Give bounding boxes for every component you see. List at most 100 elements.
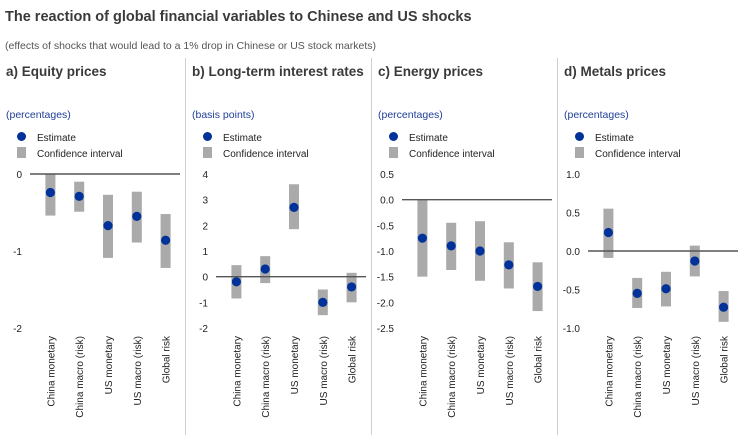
estimate-point [632,288,642,298]
legend-confidence-interval: Confidence interval [17,147,123,161]
y-tick-label: -1.0 [563,324,581,335]
unit-label: (percentages) [6,109,71,121]
panel-title: c) Energy prices [378,64,484,79]
estimate-point [289,202,299,212]
category-label: US monetary [290,336,301,394]
legend-bar-icon [575,147,584,158]
legend-estimate-label: Estimate [595,132,634,144]
category-label: US macro (risk) [691,336,702,405]
estimate-point [132,211,142,221]
legend-confidence-interval: Confidence interval [575,147,681,161]
estimate-point [347,282,357,292]
y-tick-label: -1 [199,298,208,309]
category-label: Global risk [348,335,359,383]
legend-ci-label: Confidence interval [595,148,681,160]
y-tick-label: 4 [202,170,208,181]
category-label: US macro (risk) [505,336,516,405]
estimate-point [417,233,427,243]
estimate-point [690,256,700,266]
y-tick-label: -2 [13,324,22,335]
panel-title: b) Long-term interest rates [192,64,364,79]
category-label: Global risk [162,335,173,383]
legend-dot-icon [17,132,26,141]
legend-estimate-label: Estimate [223,132,262,144]
panel-title: a) Equity prices [6,64,107,79]
y-tick-label: 0 [16,170,22,181]
y-tick-label: 0.5 [566,209,580,220]
legend-estimate: Estimate [575,132,634,144]
legend-confidence-interval: Confidence interval [389,147,495,161]
page-title: The reaction of global financial variabl… [5,9,472,25]
y-tick-label: -2.5 [377,324,395,335]
y-tick-label: 3 [202,196,208,207]
category-label: China monetary [46,336,57,407]
panel-equity-prices: a) Equity prices (percentages) Estimate … [0,58,186,435]
category-label: China monetary [604,336,615,407]
y-tick-label: -1.0 [377,247,395,258]
estimate-point [504,260,514,270]
legend-estimate: Estimate [17,132,76,144]
estimate-point [446,241,456,251]
estimate-point [603,227,613,238]
category-label: US macro (risk) [133,336,144,405]
category-label: China macro (risk) [75,336,86,418]
legend-estimate-label: Estimate [37,132,76,144]
estimate-point [318,297,328,307]
y-tick-label: -0.5 [563,286,581,297]
unit-label: (percentages) [378,109,443,121]
y-tick-label: 2 [202,221,208,232]
estimate-point [45,187,56,198]
panel-title: d) Metals prices [564,64,667,79]
category-label: China macro (risk) [633,336,644,418]
legend-ci-label: Confidence interval [223,148,309,160]
legend-dot-icon [389,132,398,141]
y-tick-label: 1.0 [566,170,580,181]
estimate-point [661,284,671,294]
category-label: US macro (risk) [319,336,330,405]
legend-ci-label: Confidence interval [37,148,123,160]
estimate-point [103,220,113,231]
estimate-point [533,281,543,292]
category-label: US monetary [104,336,115,394]
category-label: Global risk [534,335,545,383]
chart-metals-prices: 1.0 0.5 0.0 -0.5 -1.0 China monetary China mac… [563,170,738,418]
estimate-point [161,235,171,245]
y-tick-label: -2 [199,324,208,335]
legend-confidence-interval: Confidence interval [203,147,309,161]
category-label: China macro (risk) [447,336,458,418]
y-tick-label: -0.5 [377,221,395,232]
category-label: China monetary [232,336,243,407]
estimate-point [74,191,84,201]
category-label: China monetary [418,336,429,407]
panel-metals-prices: d) Metals prices (percentages) Estimate … [557,58,744,435]
panel-long-term-interest-rates: b) Long-term interest rates (basis point… [185,58,372,435]
category-label: US monetary [662,336,673,394]
page-subtitle: (effects of shocks that would lead to a … [5,40,376,52]
estimate-point [719,302,729,312]
y-tick-label: 0 [202,273,208,284]
category-label: China macro (risk) [261,336,272,418]
y-tick-label: -2.0 [377,298,395,309]
y-tick-label: -1.5 [377,273,395,284]
chart-equity-prices: 0 -1 -2 China monetary China macro (risk) US … [13,170,180,418]
chart-energy-prices: 0.5 0.0 -0.5 -1.0 -1.5 -2.0 -2.5 China monetary… [377,170,552,418]
unit-label: (percentages) [564,109,629,121]
estimate-point [475,246,485,256]
y-tick-label: 1 [202,247,208,258]
chart-long-term-interest-rates: 4 3 2 1 0 -1 -2 China monetary China macro (risk… [199,170,366,418]
category-label: US monetary [476,336,487,394]
estimate-point [260,264,270,274]
legend-estimate: Estimate [389,132,448,144]
estimate-point [231,277,241,287]
legend-estimate: Estimate [203,132,262,144]
legend-dot-icon [203,132,212,141]
y-tick-label: -1 [13,247,22,258]
legend-bar-icon [203,147,212,158]
category-label: Global risk [720,335,731,383]
legend-bar-icon [389,147,398,158]
legend-estimate-label: Estimate [409,132,448,144]
y-tick-label: 0.5 [380,170,394,181]
unit-label: (basis points) [192,109,255,121]
y-tick-label: 0.0 [380,196,394,207]
panel-energy-prices: c) Energy prices (percentages) Estimate … [371,58,558,435]
